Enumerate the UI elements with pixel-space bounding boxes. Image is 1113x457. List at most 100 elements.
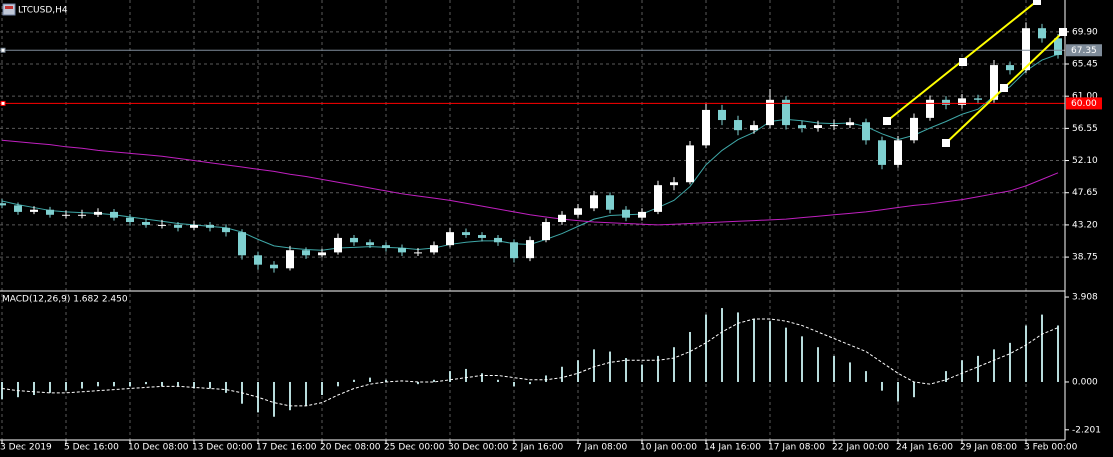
candle-body — [1054, 38, 1062, 55]
histogram-bar — [545, 375, 547, 382]
histogram-bar — [609, 351, 611, 382]
x-tick-label: 13 Dec 00:00 — [192, 443, 253, 453]
candle-body — [414, 252, 422, 254]
histogram-bar — [97, 381, 99, 387]
symbol-icon — [2, 3, 16, 16]
handle — [1000, 84, 1008, 92]
candle-body — [734, 120, 742, 131]
candle-body — [110, 211, 118, 218]
histogram-bar — [465, 368, 467, 382]
candle-body — [670, 182, 678, 186]
histogram-bar — [145, 381, 147, 385]
candle-body — [830, 125, 838, 127]
candle-body — [958, 98, 966, 105]
x-tick-label: 3 Dec 2019 — [0, 443, 52, 453]
histogram-bar — [337, 381, 339, 387]
x-tick-label: 17 Jan 08:00 — [768, 443, 825, 453]
line-series — [1, 318, 1059, 407]
price-label: 60.00 — [1071, 99, 1097, 109]
candle-body — [478, 235, 486, 238]
price-label: 67.35 — [1071, 46, 1097, 56]
candle-body — [190, 224, 198, 228]
candle-body — [0, 203, 6, 206]
histogram-bar — [17, 381, 19, 398]
indicator-title: MACD(12,26,9) 1.682 2.450 — [2, 295, 128, 305]
candle-body — [446, 232, 454, 246]
candle-body — [654, 185, 662, 212]
candle-body — [286, 250, 294, 269]
candle-body — [894, 140, 902, 165]
candle-body — [558, 214, 566, 223]
y-tick-label: 0.000 — [1072, 377, 1098, 387]
histogram-bar — [657, 355, 659, 382]
candle-body — [926, 99, 934, 118]
candle-body — [526, 240, 534, 259]
candle-body — [254, 255, 262, 265]
histogram-bar — [1, 381, 3, 400]
histogram-bar — [1041, 314, 1043, 382]
histogram-bar — [977, 355, 979, 382]
x-tick-label: 2 Jan 16:00 — [512, 443, 564, 453]
x-tick-label: 10 Dec 08:00 — [128, 443, 189, 453]
y-tick-label: -2.201 — [1072, 425, 1101, 435]
handle — [942, 139, 950, 147]
candle-body — [62, 214, 70, 216]
candle-body — [910, 117, 918, 141]
y-tick-label: 47.65 — [1072, 188, 1098, 198]
x-tick-label: 30 Dec 00:00 — [448, 443, 509, 453]
histogram-bar — [497, 379, 499, 382]
histogram-bar — [1057, 325, 1059, 382]
histogram-bar — [961, 360, 963, 382]
candle-body — [766, 99, 774, 126]
histogram-bar — [433, 379, 435, 382]
candle-body — [462, 232, 470, 236]
histogram-bar — [737, 312, 739, 382]
histogram-bar — [593, 349, 595, 382]
candle-body — [270, 264, 278, 269]
y-tick-label: 69.90 — [1072, 27, 1098, 37]
histogram-bar — [753, 318, 755, 382]
histogram-bar — [897, 381, 899, 402]
candle-body — [622, 209, 630, 218]
icon — [2, 3, 16, 16]
candle-body — [174, 224, 182, 228]
icon-flag — [5, 6, 13, 9]
histogram-bar — [785, 327, 787, 382]
chart-title: LTCUSD,H4 — [18, 6, 68, 16]
histogram-bar — [81, 381, 83, 389]
histogram-bar — [417, 381, 419, 385]
candle-body — [126, 217, 134, 223]
histogram-bar — [641, 364, 643, 382]
histogram-bar — [993, 349, 995, 382]
y-tick-label: 3.908 — [1072, 293, 1098, 303]
histogram-bar — [177, 381, 179, 387]
candle-body — [1022, 28, 1030, 71]
price-label-bg — [1066, 97, 1102, 110]
histogram-bar — [705, 314, 707, 382]
candle-body — [542, 222, 550, 241]
handle — [1033, 0, 1041, 5]
candle-body — [942, 99, 950, 105]
histogram-bar — [193, 381, 195, 389]
histogram-bar — [721, 308, 723, 382]
candle-body — [30, 209, 38, 212]
candle-body — [510, 242, 518, 259]
x-tick-label: 14 Jan 16:00 — [704, 443, 761, 453]
histogram-bar — [865, 371, 867, 382]
x-tick-label: 17 Dec 16:00 — [256, 443, 317, 453]
histogram-bar — [129, 381, 131, 387]
candle-body — [798, 125, 806, 129]
histogram-bar — [353, 379, 355, 382]
x-tick-label: 5 Dec 16:00 — [64, 443, 119, 453]
candle-body — [846, 122, 854, 126]
candle-body — [606, 195, 614, 210]
histogram-bar — [33, 381, 35, 396]
candle-body — [318, 252, 326, 256]
candle-body — [990, 65, 998, 100]
x-tick-label: 25 Dec 00:00 — [384, 443, 445, 453]
y-tick-label: 38.75 — [1072, 253, 1098, 263]
x-tick-label: 7 Jan 08:00 — [576, 443, 628, 453]
price-line-marker — [0, 100, 6, 106]
